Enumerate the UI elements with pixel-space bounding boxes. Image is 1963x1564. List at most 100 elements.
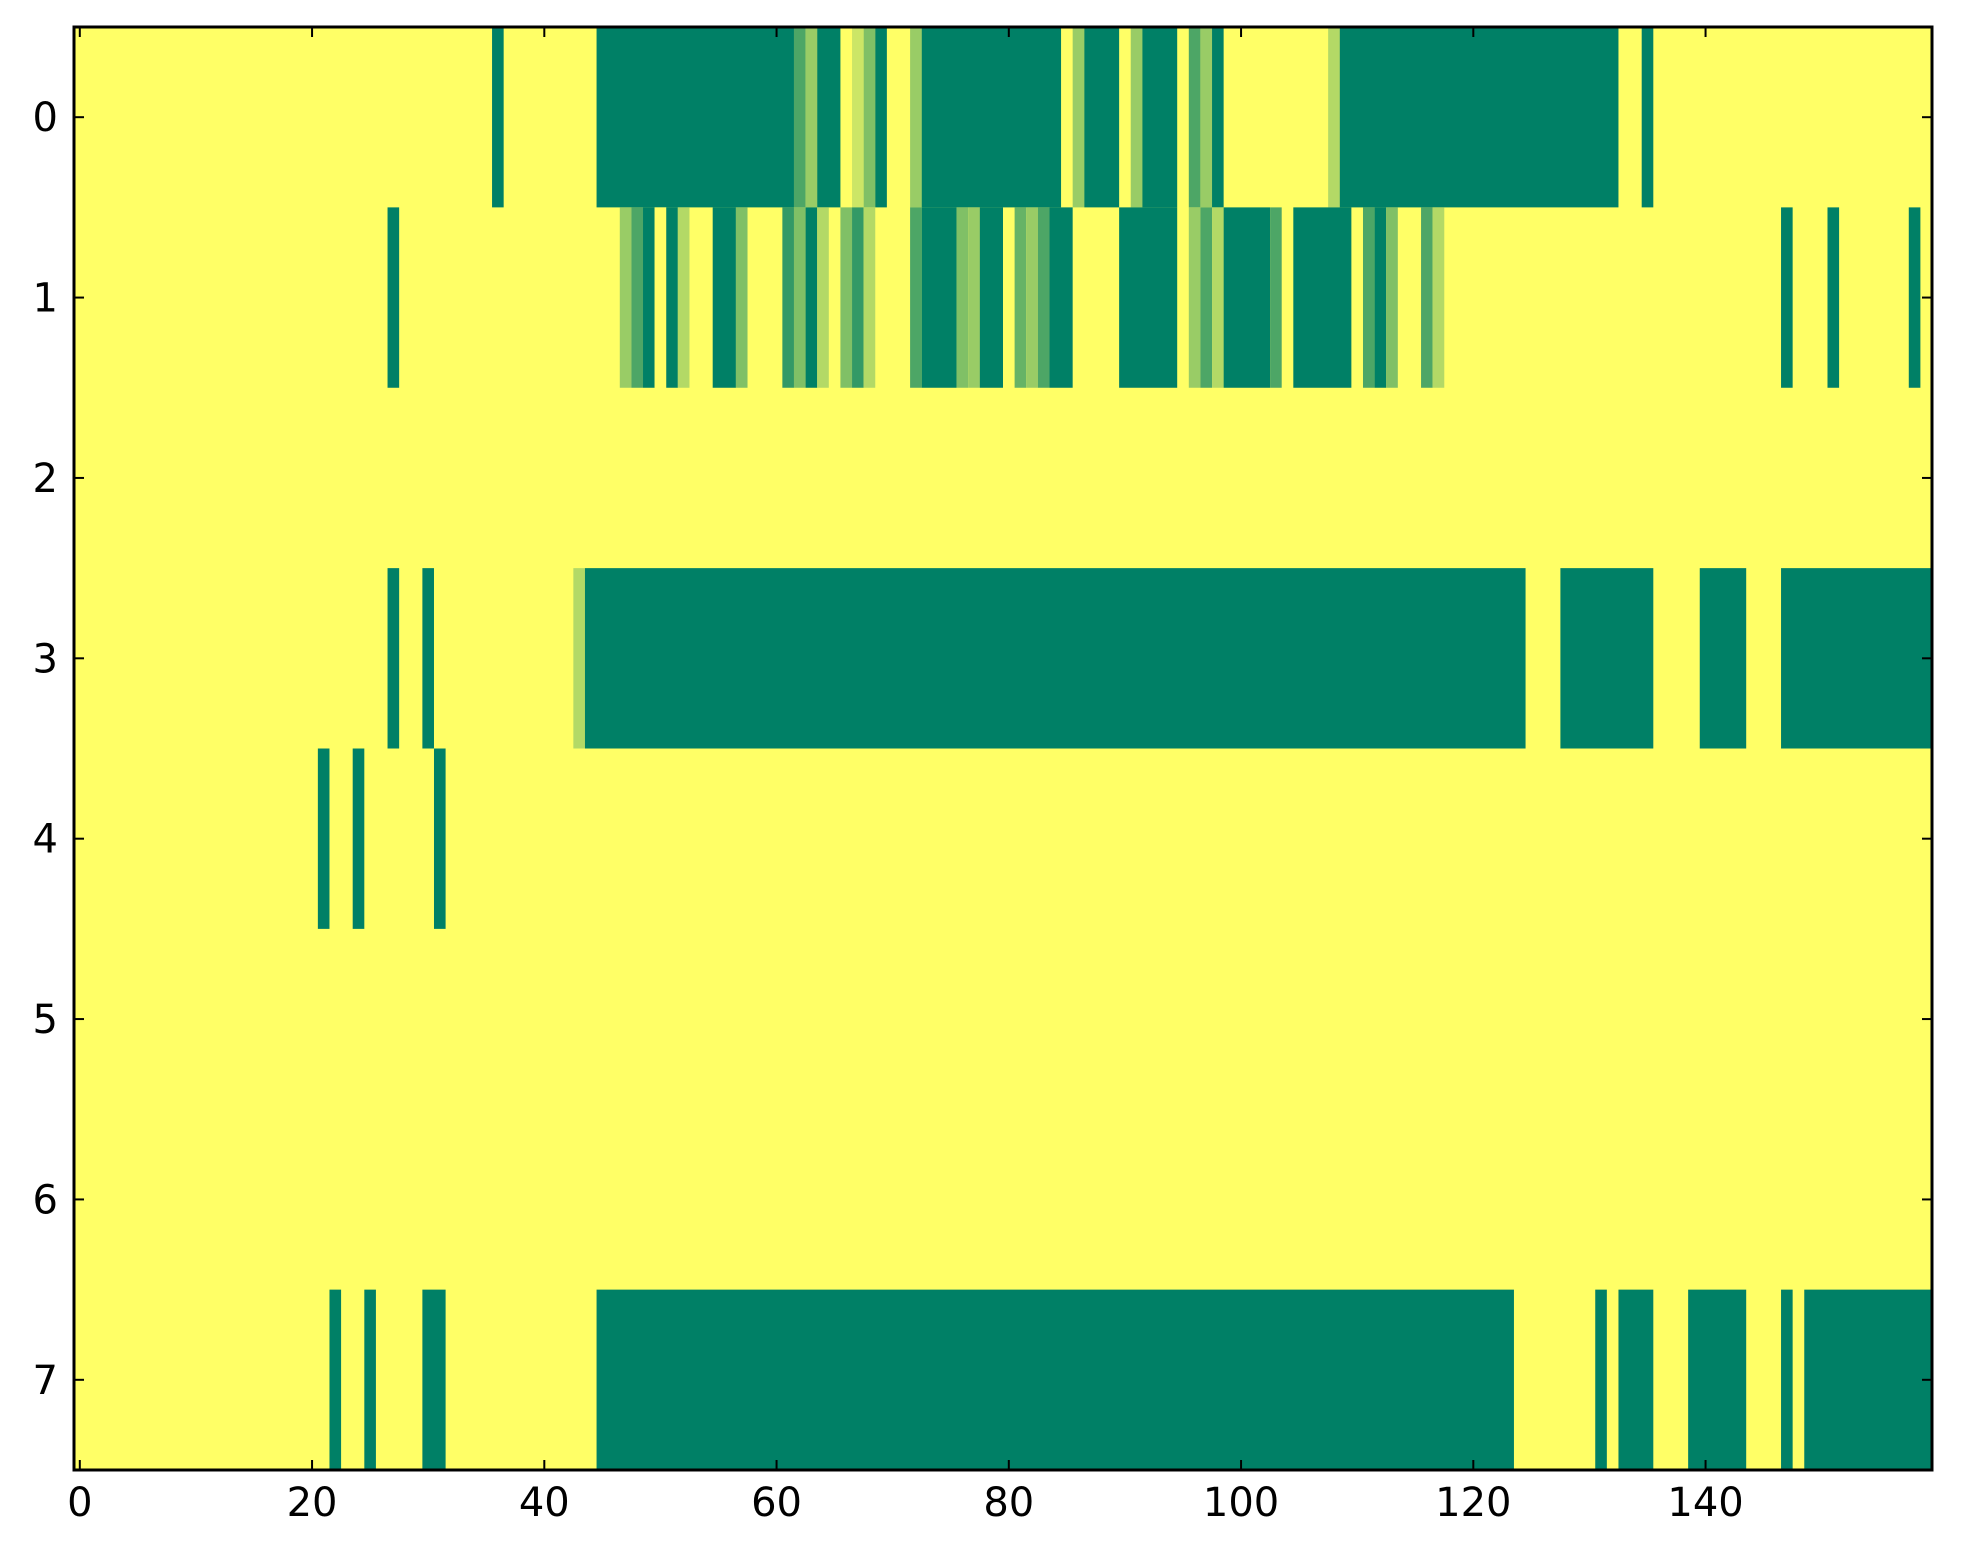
heatmap-cell xyxy=(1270,207,1282,388)
heatmap-cell xyxy=(1328,27,1340,208)
y-tick-label: 7 xyxy=(33,1358,58,1404)
heatmap-cell xyxy=(805,207,818,388)
heatmap-cell xyxy=(863,207,876,388)
heatmap-cell xyxy=(852,27,864,208)
heatmap-cell xyxy=(631,207,644,388)
y-tick-label: 5 xyxy=(33,997,58,1043)
heatmap-cell xyxy=(1293,207,1352,388)
x-tick-label: 0 xyxy=(67,1480,92,1526)
heatmap-cell xyxy=(863,27,876,208)
heatmap-cell xyxy=(619,207,632,388)
heatmap-cell xyxy=(956,207,969,388)
x-tick-label: 20 xyxy=(287,1480,338,1526)
heatmap-cell xyxy=(968,207,980,388)
heatmap-cell xyxy=(921,207,957,388)
heatmap-cell xyxy=(1200,27,1213,208)
heatmap-cell xyxy=(643,207,655,388)
heatmap-cell xyxy=(573,568,585,749)
heatmap-cell xyxy=(677,207,690,388)
heatmap-cell xyxy=(1188,27,1201,208)
heatmap-cell xyxy=(1014,207,1027,388)
heatmap-cell xyxy=(1188,207,1201,388)
y-tick-label: 1 xyxy=(33,276,58,322)
heatmap-cells xyxy=(317,27,1932,1471)
y-tick-label: 6 xyxy=(33,1177,58,1223)
heatmap-cell xyxy=(1049,207,1073,388)
heatmap-cell xyxy=(1037,207,1050,388)
heatmap-cell xyxy=(654,207,667,388)
heatmap-cell xyxy=(840,207,853,388)
heatmap-cell xyxy=(1908,207,1921,388)
x-tick-label: 60 xyxy=(751,1480,802,1526)
heatmap-cell xyxy=(329,1289,342,1471)
heatmap-cell xyxy=(317,748,330,929)
heatmap-cell xyxy=(387,568,400,749)
heatmap-cell xyxy=(422,568,434,749)
heatmap-cell xyxy=(1432,207,1445,388)
heatmap-cell xyxy=(1339,27,1619,208)
heatmap-cell xyxy=(1699,568,1747,749)
heatmap-cell xyxy=(921,27,1062,208)
heatmap-cell xyxy=(1026,207,1038,388)
heatmap-cell xyxy=(817,207,829,388)
heatmap-cell xyxy=(596,1289,1514,1471)
x-tick-label: 100 xyxy=(1203,1480,1279,1526)
heatmap-cell xyxy=(735,207,748,388)
heatmap-cell xyxy=(1688,1289,1747,1471)
heatmap-cell xyxy=(364,1289,376,1471)
heatmap-cell xyxy=(1804,1289,1932,1471)
heatmap-cell xyxy=(666,207,678,388)
heatmap-cell xyxy=(1781,207,1793,388)
heatmap-cell xyxy=(1827,207,1840,388)
heatmap-cell xyxy=(1641,27,1654,208)
heatmap-cell xyxy=(1142,27,1178,208)
y-tick-label: 4 xyxy=(33,817,58,863)
heatmap-cell xyxy=(1421,207,1433,388)
x-tick-label: 140 xyxy=(1667,1480,1743,1526)
heatmap-cell xyxy=(1560,568,1654,749)
x-tick-label: 120 xyxy=(1435,1480,1511,1526)
y-tick-label: 0 xyxy=(33,95,58,141)
heatmap-cell xyxy=(910,27,922,208)
plot-area xyxy=(74,27,1932,1471)
heatmap-cell xyxy=(852,207,864,388)
heatmap-cell xyxy=(712,207,736,388)
heatmap-cell xyxy=(1084,27,1120,208)
heatmap-cell xyxy=(817,27,841,208)
y-axis: 0 1 2 3 4 5 6 7 xyxy=(33,95,1932,1404)
heatmap-cell xyxy=(492,27,504,208)
x-tick-label: 40 xyxy=(519,1480,570,1526)
heatmap-cell xyxy=(793,27,806,208)
heatmap-cell xyxy=(1130,27,1143,208)
heatmap-cell xyxy=(793,207,806,388)
heatmap-cell xyxy=(875,27,887,208)
y-tick-label: 3 xyxy=(33,636,58,682)
x-tick-label: 80 xyxy=(983,1480,1034,1526)
y-tick-label: 2 xyxy=(33,456,58,502)
heatmap-cell xyxy=(1212,207,1224,388)
heatmap-cell xyxy=(979,207,1003,388)
heatmap-cell xyxy=(1374,207,1387,388)
heatmap-cell xyxy=(1362,207,1375,388)
heatmap-cell xyxy=(1386,207,1398,388)
heatmap-cell xyxy=(1212,27,1224,208)
heatmap-cell xyxy=(352,748,365,929)
heatmap-cell xyxy=(910,207,922,388)
heatmap-cell xyxy=(782,207,794,388)
axes-frame xyxy=(72,25,1934,1472)
heatmap-cell xyxy=(1595,1289,1607,1471)
heatmap-cell xyxy=(387,207,400,388)
heatmap-cell xyxy=(1072,27,1085,208)
heatmap-cell xyxy=(1223,207,1271,388)
heatmap-cell xyxy=(1119,207,1178,388)
heatmap-cell xyxy=(805,27,818,208)
heatmap-cell xyxy=(596,27,794,208)
heatmap-cell xyxy=(1781,1289,1793,1471)
heatmap-cell xyxy=(1200,207,1213,388)
heatmap-cell xyxy=(422,1289,446,1471)
heatmap-cell xyxy=(1618,1289,1654,1471)
heatmap-cell xyxy=(433,748,446,929)
x-axis: 0 20 40 60 80 100 120 140 xyxy=(67,27,1744,1526)
heatmap-cell xyxy=(1781,568,1932,749)
